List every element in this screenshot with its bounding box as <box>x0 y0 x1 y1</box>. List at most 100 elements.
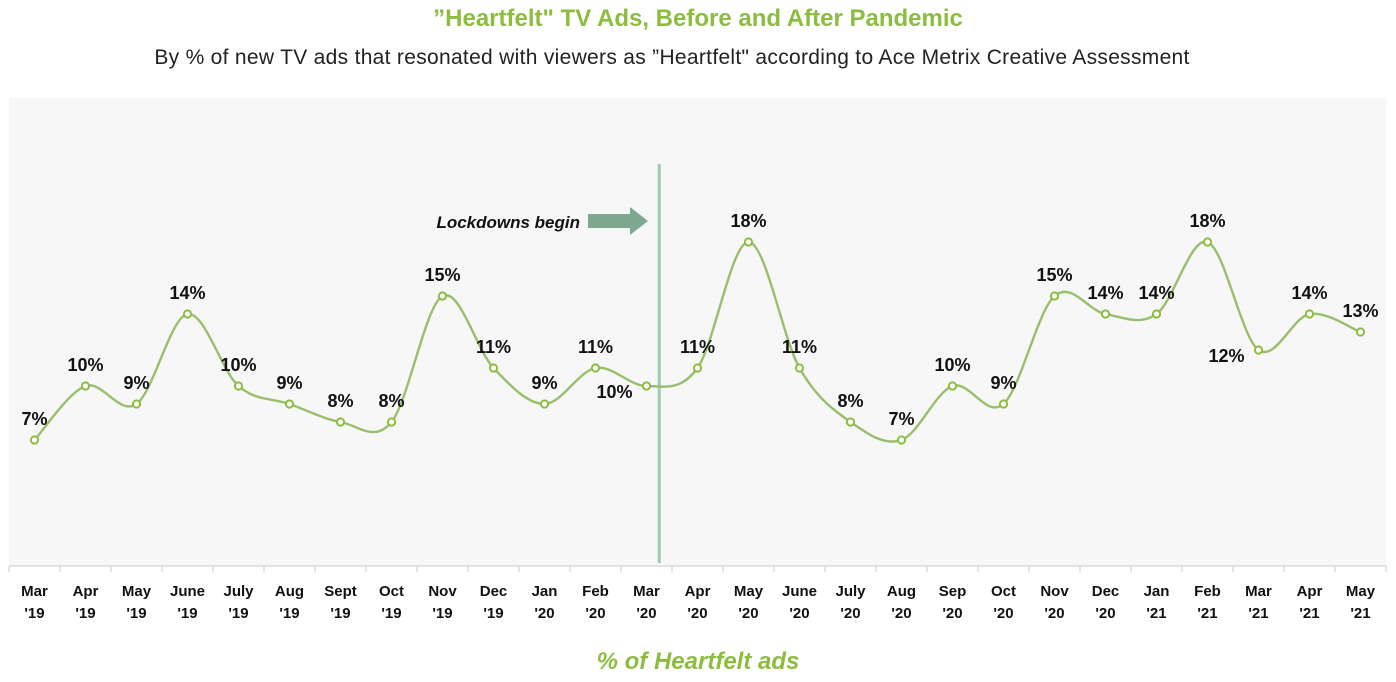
data-label: 14% <box>169 283 205 303</box>
x-tick-label-year: '19 <box>228 605 248 622</box>
data-label: 13% <box>1342 301 1378 321</box>
x-tick-label-year: '20 <box>636 605 656 622</box>
x-tick-label-year: '21 <box>1248 605 1268 622</box>
data-point <box>488 363 499 373</box>
data-point <box>29 435 40 445</box>
x-tick-label-month: Nov <box>1040 583 1069 600</box>
x-tick-label-year: '20 <box>585 605 605 622</box>
x-tick-label-month: Apr <box>73 583 99 600</box>
x-tick-label-year: '20 <box>993 605 1013 622</box>
x-tick-label-month: May <box>1346 583 1376 600</box>
data-label: 18% <box>730 211 766 231</box>
x-tick-label-month: Apr <box>1297 583 1323 600</box>
data-label: 9% <box>531 373 557 393</box>
x-tick-label-month: Oct <box>991 583 1016 600</box>
data-point <box>947 381 958 391</box>
data-label: 9% <box>990 373 1016 393</box>
data-point <box>590 363 601 373</box>
x-tick-label-month: Sept <box>324 583 357 600</box>
data-label: 10% <box>220 355 256 375</box>
data-label: 9% <box>123 373 149 393</box>
data-label: 7% <box>21 409 47 429</box>
data-label: 11% <box>680 337 715 357</box>
data-point <box>998 399 1009 409</box>
x-tick-label-year: '19 <box>177 605 197 622</box>
x-tick-label-year: '21 <box>1197 605 1217 622</box>
x-tick-label-year: '19 <box>381 605 401 622</box>
x-tick-label-month: Dec <box>480 583 508 600</box>
data-labels: 7% 10% 9% 14% 10% 9% 8% 8% 15% 11% 9% 11% 10% 11% 18% 1… <box>21 211 1378 429</box>
data-label: 11% <box>782 337 817 357</box>
x-tick-label-year: '20 <box>942 605 962 622</box>
x-tick-label-year: '19 <box>432 605 452 622</box>
x-tick-label-month: Mar <box>1245 583 1272 600</box>
x-tick-label-month: June <box>782 583 817 600</box>
lockdown-annotation: Lockdowns begin <box>436 213 580 232</box>
x-tick-labels: Mar '19 Apr '19 May '19 June '19 July '19 Aug '19 Se… <box>21 583 1376 622</box>
x-tick-label-year: '20 <box>891 605 911 622</box>
x-tick-label-month: Feb <box>582 583 609 600</box>
data-label: 12% <box>1208 346 1244 366</box>
data-point <box>1304 309 1315 319</box>
x-tick-label-month: Apr <box>685 583 711 600</box>
x-tick-label-year: '20 <box>738 605 758 622</box>
data-point <box>743 237 754 247</box>
lockdown-arrow-icon <box>588 207 648 235</box>
data-point <box>335 417 346 427</box>
data-point <box>182 309 193 319</box>
x-tick-label-year: '21 <box>1350 605 1370 622</box>
data-point <box>437 291 448 301</box>
x-tick-label-month: Aug <box>275 583 304 600</box>
x-tick-label-year: '20 <box>687 605 707 622</box>
x-tick-label-year: '19 <box>279 605 299 622</box>
data-label: 15% <box>1036 265 1072 285</box>
x-tick-label-year: '20 <box>840 605 860 622</box>
x-tick-label-year: '21 <box>1146 605 1166 622</box>
data-label: 10% <box>934 355 970 375</box>
data-label: 8% <box>837 391 863 411</box>
data-point <box>692 363 703 373</box>
x-tick-label-year: '20 <box>1044 605 1064 622</box>
x-tick-label-month: July <box>835 583 866 600</box>
data-label: 8% <box>327 391 353 411</box>
data-label: 9% <box>276 373 302 393</box>
x-tick-label-month: Jan <box>1144 583 1170 600</box>
x-tick-label-year: '21 <box>1299 605 1319 622</box>
x-tick-label-year: '19 <box>330 605 350 622</box>
data-label: 10% <box>596 382 632 402</box>
data-point <box>131 399 142 409</box>
plot-area <box>9 98 1386 566</box>
data-point <box>1049 291 1060 301</box>
x-tick-label-month: May <box>122 583 152 600</box>
data-point <box>794 363 805 373</box>
chart-subtitle: By % of new TV ads that resonated with v… <box>154 46 1190 69</box>
x-tick-label-month: May <box>734 583 764 600</box>
x-tick-label-year: '19 <box>483 605 503 622</box>
x-tick-label-month: Aug <box>887 583 916 600</box>
data-point <box>80 381 91 391</box>
x-tick-label-month: Mar <box>633 583 660 600</box>
data-label: 18% <box>1189 211 1225 231</box>
data-point <box>845 417 856 427</box>
x-tick-label-month: Feb <box>1194 583 1221 600</box>
x-tick-label-month: Oct <box>379 583 404 600</box>
data-point <box>1355 327 1366 337</box>
data-label: 15% <box>424 265 460 285</box>
x-tick-label-month: Mar <box>21 583 48 600</box>
data-point <box>539 399 550 409</box>
data-label: 14% <box>1291 283 1327 303</box>
x-tick-label-month: Nov <box>428 583 457 600</box>
data-point <box>1151 309 1162 319</box>
x-tick-label-year: '20 <box>534 605 554 622</box>
x-tick-label-year: '20 <box>1095 605 1115 622</box>
data-label: 7% <box>888 409 914 429</box>
x-tick-label-year: '19 <box>24 605 44 622</box>
x-tick-label-month: June <box>170 583 205 600</box>
data-point <box>233 381 244 391</box>
x-tick-label-month: July <box>223 583 254 600</box>
data-point <box>1202 237 1213 247</box>
data-label: 14% <box>1087 283 1123 303</box>
series-line <box>33 240 1362 443</box>
data-point <box>641 381 652 391</box>
